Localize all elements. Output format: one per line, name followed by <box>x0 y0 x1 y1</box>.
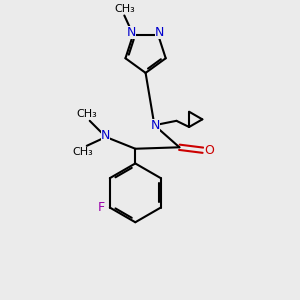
Text: N: N <box>155 26 164 39</box>
Text: N: N <box>127 26 136 39</box>
Text: CH₃: CH₃ <box>76 109 97 119</box>
Text: N: N <box>150 119 160 132</box>
Text: CH₃: CH₃ <box>114 4 135 14</box>
Text: O: O <box>205 144 214 157</box>
Text: F: F <box>98 201 105 214</box>
Text: N: N <box>100 129 110 142</box>
Text: CH₃: CH₃ <box>72 147 93 157</box>
